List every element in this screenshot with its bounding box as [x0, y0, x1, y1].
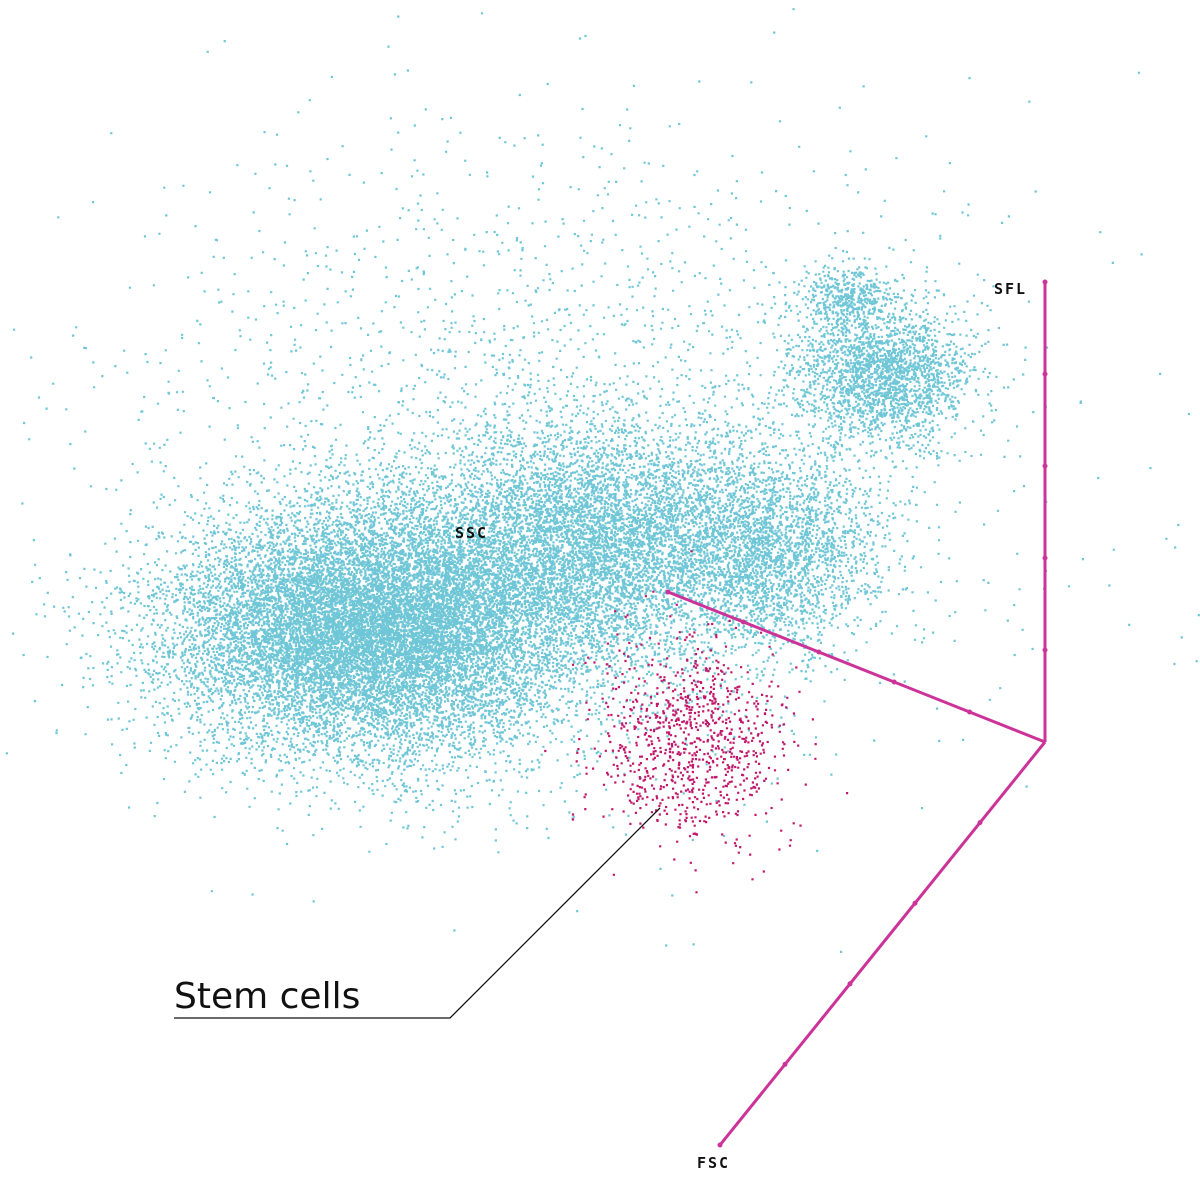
axis-tick	[967, 709, 973, 715]
axis-tick	[1042, 371, 1048, 377]
axis-label-ssc: SSC	[455, 524, 488, 542]
axis-ticks	[665, 279, 1048, 1148]
axis-tick	[912, 900, 918, 906]
axis-tick	[891, 679, 897, 685]
axis-tick	[782, 1061, 788, 1067]
axis-label-fsc: FSC	[697, 1154, 730, 1172]
axis-label-sfl: SFL	[994, 280, 1027, 298]
axis-tick	[1042, 463, 1048, 469]
axis-tick	[1042, 647, 1048, 653]
annotation-leader-line	[174, 807, 661, 1019]
axis-fsc	[718, 741, 1047, 1146]
series-stem-cells	[544, 550, 849, 894]
scatter-points	[5, 8, 1200, 954]
axis-tick	[740, 619, 746, 625]
axis-tick	[847, 981, 853, 987]
axis-tick	[717, 1142, 723, 1148]
scatter-points	[544, 550, 849, 894]
axis-ssc	[667, 590, 1046, 744]
axis-tick	[816, 649, 822, 655]
axis-tick	[1042, 555, 1048, 561]
series-main-population	[5, 8, 1200, 954]
axis-tick	[1042, 279, 1048, 285]
axis-tick	[665, 589, 671, 595]
annotation-stem-cells: Stem cells	[174, 976, 360, 1017]
axis-tick	[977, 820, 983, 826]
axes	[665, 279, 1048, 1148]
